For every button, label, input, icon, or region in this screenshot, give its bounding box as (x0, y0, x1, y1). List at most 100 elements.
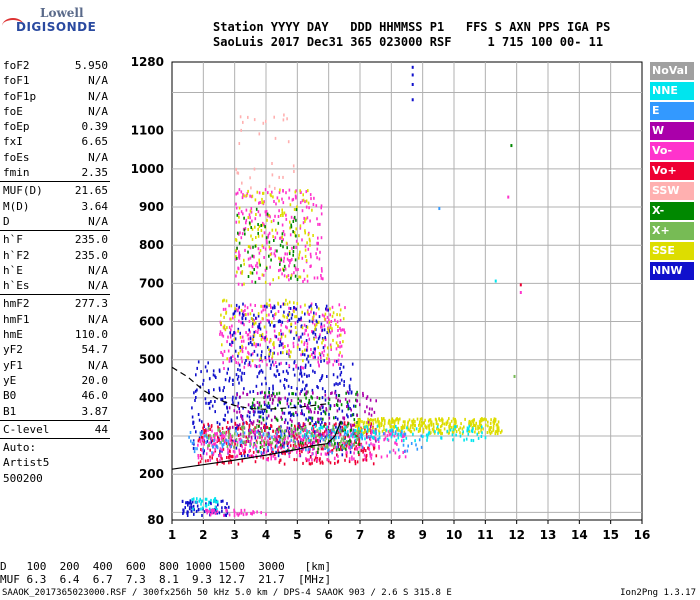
echo-point (191, 500, 194, 504)
echo-point (268, 231, 271, 235)
echo-point (312, 440, 315, 444)
echo-point (247, 440, 250, 443)
echo-point (269, 303, 272, 307)
echo-point (264, 247, 267, 251)
echo-point (277, 302, 280, 306)
echo-point (388, 433, 391, 437)
echo-point (420, 420, 423, 424)
echo-point (282, 245, 284, 249)
echo-point (294, 274, 297, 278)
echo-point (267, 435, 270, 439)
echo-point (287, 344, 289, 348)
param-label: yF1 (3, 358, 23, 372)
echo-point (199, 460, 202, 464)
echo-point (339, 333, 342, 337)
echo-point (374, 432, 377, 436)
echo-point (312, 234, 314, 237)
echo-point (210, 440, 213, 444)
echo-point (321, 374, 324, 378)
echo-point (235, 202, 237, 206)
echo-point (488, 428, 490, 432)
echo-point (254, 330, 257, 334)
echo-point (289, 233, 292, 237)
echo-point (248, 426, 251, 429)
echo-point (249, 428, 252, 432)
echo-point (277, 310, 280, 313)
echo-point (307, 435, 309, 439)
echo-point (340, 362, 342, 366)
echo-point (219, 458, 221, 462)
echo-point (430, 420, 433, 424)
echo-point (314, 332, 317, 336)
echo-point (335, 425, 337, 429)
echo-point (399, 417, 401, 421)
echo-point (264, 391, 266, 395)
echo-point (308, 374, 310, 378)
echo-point (297, 446, 299, 450)
echo-point (370, 434, 372, 438)
echo-point (304, 244, 307, 248)
echo-point (242, 430, 244, 434)
echo-point (350, 423, 352, 427)
echo-point (258, 432, 260, 436)
echo-point (267, 235, 269, 239)
echo-point (313, 311, 315, 315)
echo-point (270, 448, 273, 452)
echo-point (289, 444, 292, 448)
ionogram-plot: 1 2 3 4 5 6 7 8 9 10 11 12 13 14 15 1680200300400500600… (131, 55, 651, 542)
echo-point (236, 213, 239, 217)
echo-point (372, 436, 374, 440)
echo-point (290, 433, 292, 437)
echo-point (256, 430, 258, 434)
echo-point (265, 266, 268, 270)
echo-point (454, 417, 456, 421)
echo-point (290, 414, 292, 418)
echo-point (427, 424, 430, 428)
echo-point (295, 331, 298, 335)
echo-point (280, 214, 282, 217)
echo-point (206, 511, 208, 515)
echo-point (316, 396, 319, 400)
echo-point (369, 425, 372, 429)
echo-point (266, 404, 268, 408)
echo-point (282, 214, 284, 217)
echo-point (324, 412, 327, 416)
echo-point (308, 319, 311, 323)
y-tick-label: 900 (139, 200, 164, 214)
echo-point (295, 444, 297, 448)
echo-point (327, 430, 330, 434)
echo-point (235, 437, 238, 441)
echo-point (200, 448, 202, 451)
echo-point (257, 410, 259, 414)
echo-point (201, 448, 203, 452)
echo-point (397, 436, 400, 440)
echo-point (236, 393, 238, 397)
echo-point (497, 428, 500, 432)
echo-point (272, 195, 274, 199)
echo-point (284, 418, 287, 422)
echo-point (233, 508, 235, 512)
echo-point (316, 438, 319, 442)
echo-point (411, 65, 414, 69)
echo-point (439, 430, 441, 434)
echo-point (320, 356, 322, 360)
echo-point (247, 363, 250, 367)
echo-point (204, 434, 206, 438)
echo-point (240, 454, 243, 458)
echo-point (337, 344, 339, 348)
echo-point (324, 344, 326, 348)
echo-point (474, 424, 477, 428)
echo-point (193, 450, 196, 454)
echo-point (454, 427, 457, 431)
echo-point (253, 255, 255, 259)
echo-point (291, 419, 293, 423)
echo-point (485, 418, 487, 422)
echo-point (299, 404, 302, 408)
echo-point (304, 328, 307, 332)
echo-point (263, 223, 265, 227)
param-row-b1: B1 3.87 (0, 404, 110, 419)
echo-point (333, 383, 336, 387)
echo-point (249, 335, 252, 339)
echo-point (497, 424, 499, 428)
echo-point (273, 115, 275, 119)
